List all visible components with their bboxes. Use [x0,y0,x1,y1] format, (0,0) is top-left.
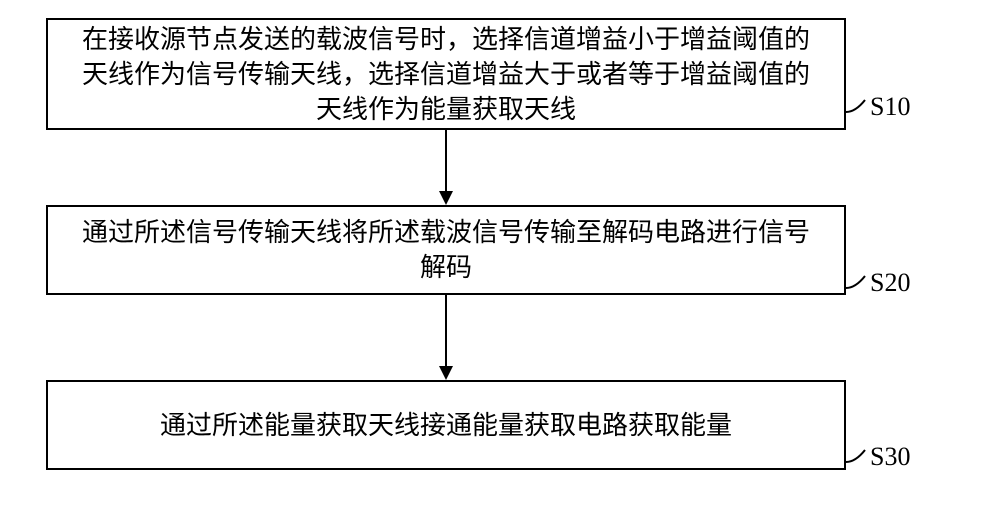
flow-node-s20: 通过所述信号传输天线将所述载波信号传输至解码电路进行信号 解码 [46,205,846,295]
flow-node-s30: 通过所述能量获取天线接通能量获取电路获取能量 [46,380,846,470]
flow-node-s30-label: S30 [870,442,910,472]
flowchart-canvas: 在接收源节点发送的载波信号时，选择信道增益小于增益阈值的 天线作为信号传输天线，… [0,0,1000,521]
flow-arrow-2 [436,295,456,380]
flow-node-s20-text: 通过所述信号传输天线将所述载波信号传输至解码电路进行信号 解码 [82,215,810,285]
flow-node-s20-label: S20 [870,268,910,298]
flow-node-s10-label: S10 [870,92,910,122]
flow-node-s10-text: 在接收源节点发送的载波信号时，选择信道增益小于增益阈值的 天线作为信号传输天线，… [82,22,810,127]
flow-node-s10: 在接收源节点发送的载波信号时，选择信道增益小于增益阈值的 天线作为信号传输天线，… [46,18,846,130]
flow-node-s30-text: 通过所述能量获取天线接通能量获取电路获取能量 [160,408,732,443]
flow-arrow-1 [436,130,456,205]
